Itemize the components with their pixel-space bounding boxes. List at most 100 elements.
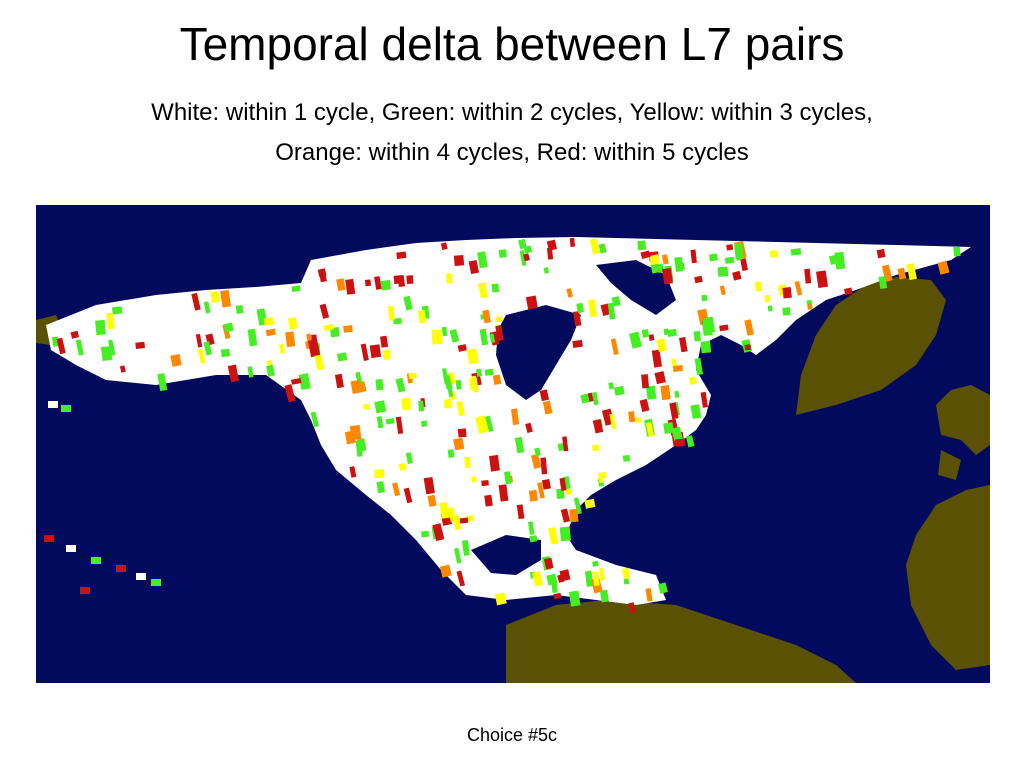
scene-tile: [622, 567, 631, 579]
scene-tile: [61, 405, 71, 412]
scene-tile: [423, 476, 435, 495]
scene-tile: [702, 319, 713, 336]
scene-tile: [345, 278, 356, 295]
scene-tile: [591, 444, 600, 452]
scene-tile: [528, 489, 538, 502]
scene-tile: [518, 238, 527, 250]
scene-tile: [569, 508, 579, 523]
scene-tile: [764, 294, 771, 303]
scene-tile: [360, 343, 369, 361]
scene-tile: [553, 592, 562, 600]
scene-tile: [744, 344, 752, 351]
scene-tile: [726, 244, 734, 251]
scene-tile: [151, 579, 161, 586]
scene-tile: [100, 346, 113, 361]
scene-tile: [492, 374, 502, 386]
scene-tile: [565, 488, 573, 495]
scene-tile: [374, 276, 382, 290]
scene-tile: [690, 404, 702, 419]
scene-tile: [298, 373, 311, 391]
scene-tile: [364, 279, 372, 287]
scene-tile: [608, 382, 615, 390]
scene-tile: [456, 400, 466, 417]
scene-tile: [610, 338, 619, 356]
scene-tile: [385, 418, 395, 425]
scene-tile: [457, 428, 467, 438]
scene-tile: [573, 310, 582, 327]
scene-tile: [403, 487, 413, 504]
scene-tile: [291, 285, 301, 293]
scene-tile: [592, 571, 600, 587]
scene-tile: [514, 436, 525, 454]
scene-tile: [669, 402, 679, 420]
scene-tile: [589, 238, 600, 255]
scene-tile: [197, 348, 206, 364]
scene-tile: [439, 564, 452, 578]
scene-tile: [427, 494, 437, 507]
scene-tile: [457, 344, 467, 352]
scene-tile: [461, 539, 470, 556]
scene-tile: [491, 283, 500, 293]
scene-tile: [203, 301, 211, 314]
scene-tile: [307, 339, 321, 358]
scene-tile: [393, 275, 405, 284]
scene-tile: [220, 348, 231, 358]
scene-tile: [442, 368, 449, 385]
scene-tile: [392, 482, 401, 497]
scene-tile: [314, 354, 325, 371]
scene-tile: [443, 399, 453, 409]
scene-tile: [306, 333, 312, 341]
hudson-bay: [496, 305, 581, 400]
land-south-america: [506, 600, 856, 683]
scene-tile: [291, 377, 302, 385]
scene-tile: [546, 247, 554, 260]
scene-tile: [804, 268, 812, 284]
scene-tile: [498, 484, 509, 502]
scene-tile: [454, 547, 462, 564]
scene-tile: [459, 517, 469, 524]
scene-tile: [417, 309, 427, 324]
scene-tile: [700, 391, 708, 408]
coverage-map-canvas: [36, 205, 990, 683]
scene-tile: [525, 422, 533, 434]
scene-tile: [609, 413, 617, 430]
scene-tile: [769, 249, 779, 258]
scene-tile: [504, 471, 512, 485]
scene-tile: [663, 422, 675, 434]
legend-line-1: White: within 1 cycle, Green: within 2 c…: [151, 99, 873, 126]
scene-tile: [484, 368, 494, 376]
scene-tile: [559, 526, 571, 542]
scene-tile: [223, 322, 234, 333]
scene-tile: [576, 302, 584, 313]
scene-tile: [646, 385, 657, 400]
scene-tile: [449, 329, 460, 343]
scene-tile: [475, 415, 489, 434]
scene-tile: [556, 488, 565, 500]
scene-tile: [66, 545, 76, 552]
scene-pixels: [44, 237, 961, 614]
scene-tile: [468, 259, 480, 275]
scene-tile: [675, 438, 686, 447]
scene-tile: [719, 324, 729, 332]
scene-tile: [287, 317, 298, 330]
land-iberia: [938, 450, 961, 480]
scene-tile: [734, 247, 742, 261]
land-arctic-island: [871, 290, 906, 315]
scene-tile: [816, 270, 829, 289]
scene-tile: [481, 480, 489, 487]
scene-tile: [349, 424, 362, 441]
scene-tile: [592, 560, 599, 567]
scene-tile: [401, 397, 412, 411]
scene-tile: [471, 375, 479, 393]
scene-tile: [479, 328, 489, 346]
scene-tile: [395, 377, 406, 393]
scene-tile: [719, 285, 726, 296]
scene-tile: [227, 364, 240, 383]
scene-tile: [724, 256, 735, 264]
scene-tile: [266, 364, 276, 377]
scene-tile: [447, 449, 455, 459]
scene-tile: [623, 578, 630, 585]
scene-tile: [844, 287, 853, 296]
scene-tile: [431, 329, 443, 345]
scene-tile: [170, 353, 182, 367]
